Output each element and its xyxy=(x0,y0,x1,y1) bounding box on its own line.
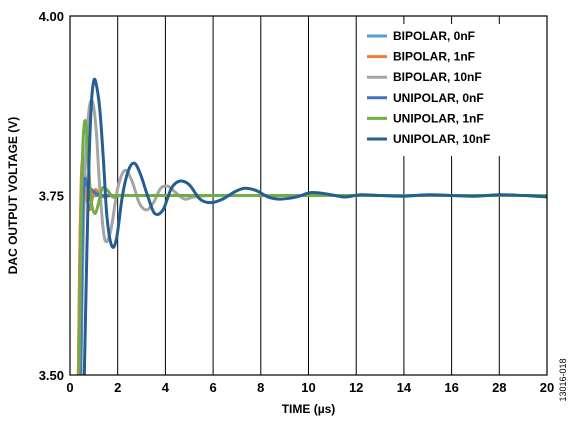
x-tick-label: 14 xyxy=(397,380,412,395)
y-tick-label: 4.00 xyxy=(39,9,64,24)
x-tick-label: 4 xyxy=(162,380,170,395)
legend-background xyxy=(362,24,544,156)
legend: BIPOLAR, 0nF BIPOLAR, 1nF BIPOLAR, 10nF UNI… xyxy=(362,24,544,156)
x-tick-label: 20 xyxy=(540,380,554,395)
x-axis-title: TIME (µs) xyxy=(282,402,336,416)
x-tick-label: 10 xyxy=(301,380,315,395)
y-tick-label: 3.75 xyxy=(39,189,64,204)
legend-label: BIPOLAR, 1nF xyxy=(393,50,475,64)
legend-label: UNIPOLAR, 1nF xyxy=(393,111,484,125)
legend-label: BIPOLAR, 10nF xyxy=(393,70,482,84)
series-line-5 xyxy=(77,119,547,375)
legend-label: UNIPOLAR, 0nF xyxy=(393,91,484,105)
y-tick-label: 3.50 xyxy=(39,368,64,383)
x-tick-label: 6 xyxy=(209,380,216,395)
x-tick-label: 8 xyxy=(257,380,264,395)
y-axis-title: DAC OUTPUT VOLTAGE (V) xyxy=(6,117,20,275)
x-tick-label: 28 xyxy=(492,380,506,395)
series-lines xyxy=(76,77,547,375)
legend-label: BIPOLAR, 0nF xyxy=(393,29,475,43)
x-tick-label: 0 xyxy=(66,380,73,395)
x-tick-label: 12 xyxy=(349,380,363,395)
plot-frame xyxy=(69,15,548,376)
x-tick-label: 2 xyxy=(114,380,121,395)
series-line-1 xyxy=(76,181,547,375)
x-tick-label: 16 xyxy=(444,380,458,395)
y-tick-labels: 3.50 3.75 4.00 xyxy=(39,9,64,383)
figure-id: 13016-018 xyxy=(558,358,568,401)
legend-label: UNIPOLAR, 10nF xyxy=(393,132,490,146)
series-line-6 xyxy=(82,77,547,375)
x-tick-labels: 0 2 4 6 8 10 12 14 16 28 20 xyxy=(66,380,554,395)
